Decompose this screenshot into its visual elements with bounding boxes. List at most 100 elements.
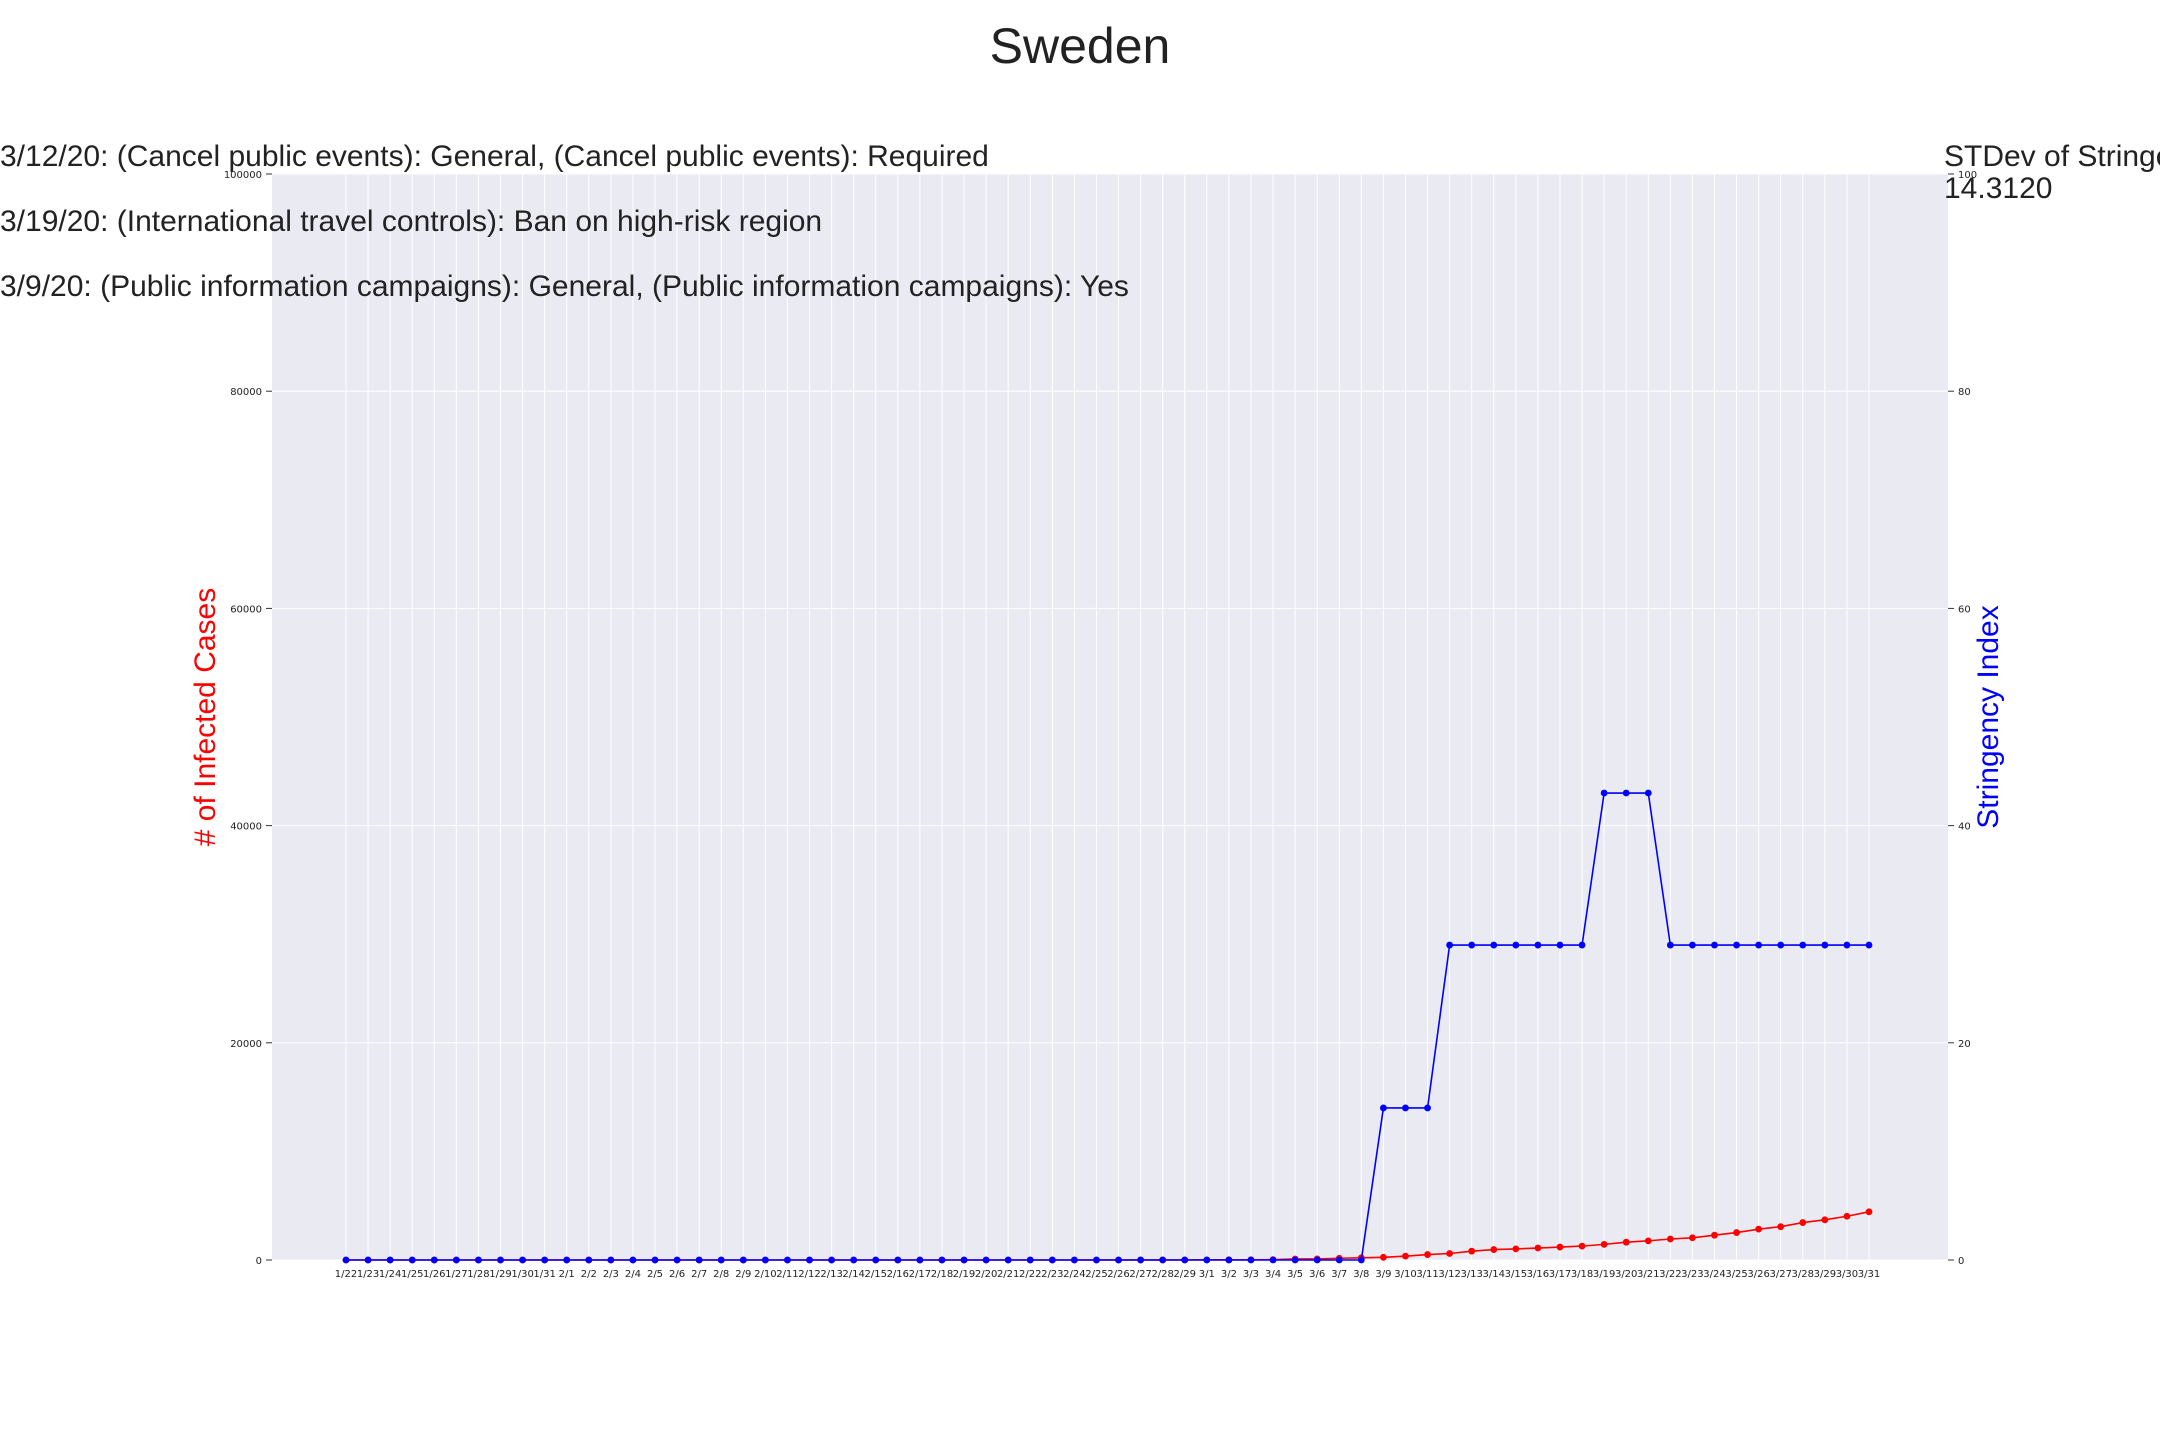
- x-tick-label: 3/27: [1769, 1269, 1791, 1280]
- x-tick-label: 2/27: [1129, 1269, 1151, 1280]
- x-tick-label: 1/23: [357, 1269, 379, 1280]
- stringency-index-point: [430, 1256, 438, 1264]
- stringency-index-point: [717, 1256, 725, 1264]
- y-right-tick-label: 60: [1958, 604, 1971, 615]
- stringency-index-point: [629, 1256, 637, 1264]
- stringency-index-point: [541, 1256, 549, 1264]
- x-tick-label: 3/13: [1460, 1269, 1482, 1280]
- x-tick-label: 1/30: [511, 1269, 533, 1280]
- x-tick-label: 2/26: [1107, 1269, 1129, 1280]
- stringency-index-point: [1335, 1256, 1343, 1264]
- infected-cases-point: [1424, 1251, 1431, 1258]
- infected-cases-point: [1666, 1235, 1674, 1243]
- x-tick-label: 2/25: [1085, 1269, 1107, 1280]
- stringency-index-point: [386, 1256, 394, 1264]
- x-tick-label: 1/26: [423, 1269, 445, 1280]
- x-tick-label: 3/8: [1353, 1269, 1369, 1280]
- infected-cases-point: [1534, 1244, 1542, 1252]
- infected-cases-point: [1446, 1250, 1454, 1257]
- stringency-index-point: [1181, 1256, 1189, 1264]
- stringency-index-point: [651, 1256, 659, 1264]
- annotation-2: 3/19/20: (International travel controls)…: [0, 205, 822, 238]
- x-tick-label: 3/28: [1792, 1269, 1814, 1280]
- y-left-tick-label: 80000: [230, 387, 262, 398]
- x-tick-label: 2/11: [776, 1269, 798, 1280]
- stringency-index-point: [1512, 941, 1520, 949]
- infected-cases-point: [1689, 1234, 1696, 1242]
- infected-cases-point: [1644, 1237, 1652, 1245]
- y-right-tick-label: 20: [1958, 1039, 1971, 1050]
- x-tick-label: 3/9: [1375, 1269, 1391, 1280]
- x-tick-label: 2/23: [1041, 1269, 1063, 1280]
- stringency-index-point: [761, 1256, 769, 1264]
- stringency-index-point: [1865, 941, 1873, 949]
- x-tick-label: 3/17: [1549, 1269, 1571, 1280]
- stdev-value: 14.3120: [1944, 172, 2052, 205]
- infected-cases-point: [1865, 1208, 1873, 1216]
- x-tick-label: 2/10: [754, 1269, 776, 1280]
- infected-cases-point: [1512, 1245, 1520, 1253]
- stringency-index-point: [408, 1256, 416, 1264]
- y-left-tick-label: 60000: [230, 604, 262, 615]
- chart-title: Sweden: [990, 18, 1171, 74]
- x-tick-label: 2/22: [1019, 1269, 1041, 1280]
- stringency-index-point: [1556, 941, 1564, 949]
- stringency-index-point: [1799, 941, 1807, 949]
- x-tick-label: 3/4: [1265, 1269, 1281, 1280]
- x-tick-label: 3/25: [1725, 1269, 1747, 1280]
- stringency-index-point: [850, 1256, 858, 1264]
- stringency-index-point: [673, 1256, 681, 1264]
- stringency-index-point: [585, 1256, 593, 1264]
- stringency-index-point: [497, 1256, 504, 1264]
- x-tick-label: 2/12: [798, 1269, 820, 1280]
- stringency-index-point: [1115, 1256, 1122, 1264]
- grid: [272, 173, 1948, 1261]
- stringency-index-point: [1402, 1104, 1409, 1112]
- stringency-index-line: [346, 792, 1869, 1261]
- x-tick-label: 3/18: [1571, 1269, 1593, 1280]
- plot-area: [272, 174, 1948, 1260]
- stringency-index-point: [563, 1256, 571, 1264]
- x-tick-label: 3/10: [1394, 1269, 1416, 1280]
- x-tick-label: 3/12: [1438, 1269, 1460, 1280]
- stringency-index-point: [1821, 941, 1829, 949]
- stringency-index-point: [1490, 941, 1498, 949]
- x-tick-label: 2/14: [842, 1269, 864, 1280]
- x-tick-label: 2/6: [669, 1269, 685, 1280]
- x-tick-label: 3/15: [1505, 1269, 1527, 1280]
- y-left-tick-label: 20000: [230, 1039, 262, 1050]
- x-tick-label: 3/20: [1615, 1269, 1637, 1280]
- stringency-index-point: [364, 1256, 372, 1264]
- infected-cases-point: [1777, 1223, 1785, 1231]
- x-tick-label: 2/8: [713, 1269, 729, 1280]
- y-left-tick-label: 0: [256, 1256, 262, 1267]
- x-tick-label: 2/16: [887, 1269, 909, 1280]
- infected-cases-point: [1556, 1243, 1564, 1251]
- y-axis-right-label: Stringency Index: [1972, 605, 2005, 828]
- x-tick-label: 2/9: [735, 1269, 751, 1280]
- stringency-index-point: [1600, 789, 1608, 797]
- stringency-index-point: [452, 1256, 460, 1264]
- infected-cases-point: [1755, 1225, 1763, 1233]
- x-tick-label: 3/2: [1221, 1269, 1237, 1280]
- stringency-index-point: [1225, 1256, 1233, 1264]
- x-tick-label: 3/3: [1243, 1269, 1259, 1280]
- stringency-index-point: [695, 1256, 703, 1264]
- stringency-index-point: [1048, 1256, 1056, 1264]
- stringency-index-point: [960, 1256, 968, 1264]
- stringency-index-point: [1424, 1104, 1431, 1112]
- stringency-index-point: [1093, 1256, 1100, 1264]
- stringency-index-point: [806, 1256, 813, 1264]
- x-tick-label: 3/23: [1681, 1269, 1703, 1280]
- x-tick-label: 1/29: [489, 1269, 511, 1280]
- stringency-index-point: [1843, 941, 1851, 949]
- x-tick-label: 2/17: [909, 1269, 931, 1280]
- y-right-tick-label: 100: [1958, 170, 1977, 181]
- y-left-tick-label: 100000: [224, 170, 262, 181]
- stringency-index-point: [1203, 1256, 1211, 1264]
- x-tick-label: 2/24: [1063, 1269, 1085, 1280]
- x-tick-label: 3/22: [1659, 1269, 1681, 1280]
- x-tick-label: 1/22: [335, 1269, 357, 1280]
- stringency-index-point: [1357, 1256, 1365, 1264]
